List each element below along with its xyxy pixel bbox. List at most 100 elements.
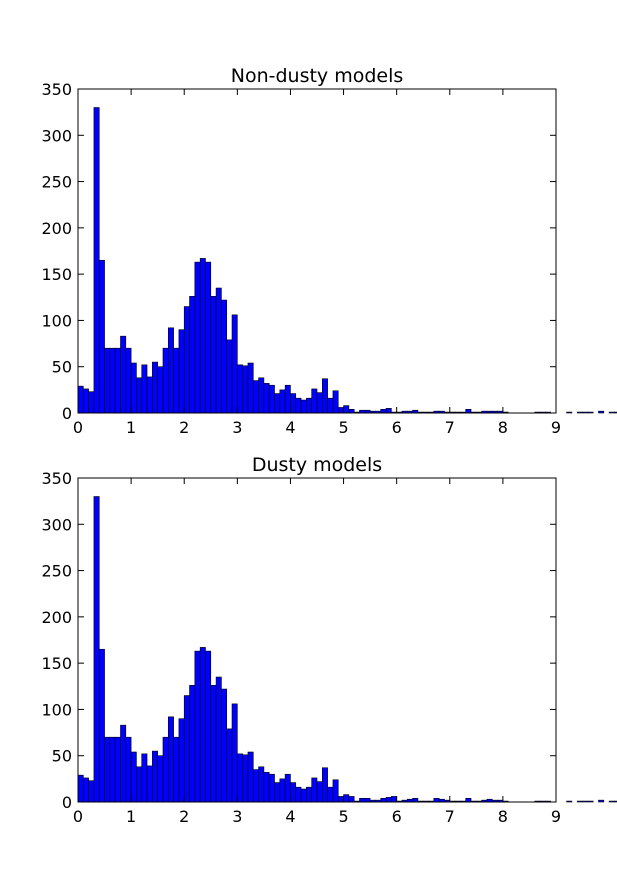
x-tick-label: 2	[179, 418, 189, 437]
histogram-bar	[130, 751, 137, 803]
histogram-bar	[120, 335, 127, 414]
histogram-bar	[146, 765, 153, 803]
y-tick-label: 0	[62, 793, 72, 812]
chart-title: Dusty models	[252, 454, 382, 476]
histogram-bar	[114, 347, 121, 414]
ticks-group: 0 1 2 3 4 5 6 7 8 9 0 50 100 150 200 250 300 350	[41, 80, 561, 437]
histogram-bar	[162, 736, 169, 803]
histogram-bar	[231, 703, 238, 803]
histogram-bar	[221, 688, 228, 803]
histogram-bar	[141, 753, 148, 803]
histogram-bar	[173, 347, 180, 414]
bars-group	[77, 107, 617, 414]
y-tick-label: 350	[41, 469, 72, 488]
histogram-bar	[587, 800, 594, 803]
histogram-bar	[284, 773, 291, 803]
histogram-bar	[152, 750, 158, 803]
histogram-bar	[173, 736, 180, 803]
histogram-bar	[199, 647, 206, 803]
histogram-bar	[98, 648, 105, 803]
x-tick-label: 4	[285, 418, 295, 437]
histogram-bar	[157, 366, 164, 414]
histogram-bar	[77, 385, 84, 414]
histogram-bar	[242, 365, 249, 414]
x-tick-label: 4	[285, 807, 295, 826]
y-tick-label: 150	[41, 265, 72, 284]
y-tick-label: 250	[41, 562, 72, 581]
histogram-bar	[598, 410, 605, 414]
histogram-bar	[268, 384, 275, 414]
histogram-bar	[274, 782, 281, 803]
x-tick-label: 7	[445, 418, 455, 437]
chart-title: Non-dusty models	[231, 65, 404, 87]
y-tick-label: 200	[41, 219, 72, 238]
histogram-bar	[146, 376, 153, 414]
histogram-bar	[205, 261, 212, 414]
y-tick-label: 350	[41, 80, 72, 99]
histogram-bar	[385, 797, 392, 803]
histogram-bar	[183, 306, 190, 414]
y-tick-label: 0	[62, 404, 72, 423]
histogram-bar	[385, 408, 392, 414]
histogram-bar	[566, 411, 573, 414]
histogram-bar	[332, 390, 339, 414]
histogram-bar	[465, 797, 472, 803]
histogram-bar	[194, 650, 201, 803]
histogram-bar	[582, 411, 589, 414]
y-tick-label: 50	[52, 747, 72, 766]
histogram-panel-dusty: Dusty models 0 1 2 3 4 5 6 7 8 9 0 50 100 150 200 250 30…	[41, 454, 617, 826]
histogram-bar	[83, 388, 89, 414]
histogram-bar	[136, 377, 143, 414]
histogram-bar	[359, 797, 366, 803]
histogram-bar	[141, 364, 148, 414]
histogram-bar	[178, 329, 185, 414]
histogram-bar	[104, 736, 111, 803]
histogram-bar	[157, 755, 164, 803]
histogram-bar	[316, 392, 323, 414]
y-tick-label: 150	[41, 654, 72, 673]
histogram-bar	[290, 782, 297, 803]
histogram-bar	[306, 397, 312, 414]
histogram-bar	[210, 685, 217, 803]
histogram-bar	[412, 797, 419, 803]
histogram-bar	[162, 347, 169, 414]
x-tick-label: 8	[498, 807, 508, 826]
histogram-bar	[348, 796, 355, 803]
histogram-bar	[322, 378, 328, 414]
histogram-bar	[380, 408, 387, 414]
histogram-bar	[311, 777, 318, 803]
histogram-bar	[598, 799, 605, 803]
x-tick-label: 2	[179, 807, 189, 826]
histogram-bar	[221, 299, 228, 414]
histogram-bar	[136, 766, 143, 803]
histogram-bar	[125, 736, 132, 803]
histogram-bar	[327, 786, 334, 803]
histogram-bar	[252, 380, 259, 414]
x-tick-label: 5	[338, 418, 348, 437]
histogram-bar	[130, 362, 137, 414]
histogram-bar	[263, 383, 270, 414]
y-tick-label: 200	[41, 608, 72, 627]
histogram-bar	[380, 797, 387, 803]
histogram-bar	[279, 389, 286, 414]
histogram-bar	[183, 695, 190, 803]
histogram-bar	[311, 388, 318, 414]
x-tick-label: 5	[338, 807, 348, 826]
histogram-bar	[210, 296, 217, 414]
histogram-bar	[343, 794, 350, 803]
axes-frame	[77, 477, 557, 803]
x-tick-label: 6	[392, 418, 402, 437]
histogram-bar	[295, 397, 302, 414]
histogram-bar	[226, 339, 233, 414]
histogram-bar	[608, 411, 615, 414]
histogram-bar	[566, 800, 573, 803]
histogram-panel-non-dusty: Non-dusty models 0 1 2 3 4 5 6 7 8 9 0 50 100 150 200 2…	[41, 65, 617, 437]
histogram-bar	[364, 797, 371, 803]
histogram-bar	[300, 399, 307, 414]
histogram-bar	[391, 796, 397, 803]
x-tick-label: 7	[445, 807, 455, 826]
histogram-bar	[614, 411, 617, 414]
x-tick-label: 1	[126, 418, 136, 437]
